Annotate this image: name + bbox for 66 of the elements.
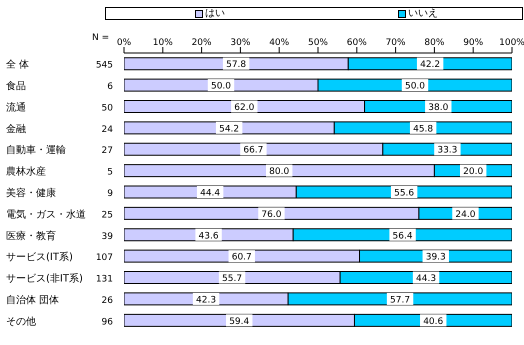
- data-label: 33.3: [437, 146, 458, 156]
- legend-label: はい: [205, 8, 225, 18]
- data-label: 59.4: [229, 316, 250, 327]
- text: N =: [92, 33, 110, 43]
- x-tick-label: 10%: [152, 38, 174, 48]
- data-label: 56.4: [392, 231, 413, 242]
- x-tick-label: 60%: [346, 38, 368, 48]
- text: 5: [107, 168, 113, 178]
- data-label: 44.3: [416, 274, 436, 284]
- text: 107: [96, 253, 113, 264]
- x-tick-label: 100%: [499, 38, 524, 48]
- data-label: 55.6: [394, 188, 414, 199]
- text: 25: [102, 210, 113, 220]
- y-tick-label: 金融: [6, 122, 26, 135]
- x-tick-label: 20%: [192, 38, 212, 48]
- data-label: 76.0: [261, 210, 282, 220]
- text: 26: [102, 296, 114, 306]
- text: 50: [102, 103, 114, 114]
- data-label: 60.7: [232, 252, 252, 263]
- y-tick-label: 自動車・運輸: [6, 144, 66, 156]
- legend-label: いいえ: [408, 8, 438, 18]
- data-label: 38.0: [428, 102, 449, 113]
- y-tick-label: 美容・健康: [6, 187, 56, 199]
- data-label: 44.4: [200, 188, 220, 199]
- text: 24: [102, 124, 114, 135]
- x-tick-label: 0%: [116, 38, 132, 48]
- y-tick-label: サービス(IT系): [6, 251, 73, 264]
- text: 545: [96, 60, 113, 71]
- data-label: 42.2: [420, 60, 440, 70]
- text: 9: [107, 189, 114, 199]
- text: 96: [102, 317, 114, 328]
- x-tick-label: 50%: [308, 38, 328, 48]
- data-label: 39.3: [426, 252, 446, 263]
- x-tick-label: 80%: [424, 38, 445, 48]
- y-tick-label: 流通: [6, 101, 26, 114]
- y-tick-label: 自治体 団体: [6, 294, 60, 306]
- text: 39: [102, 232, 114, 242]
- data-label: 57.8: [226, 60, 246, 70]
- y-tick-label: その他: [6, 315, 36, 328]
- data-label: 54.2: [219, 124, 240, 134]
- text: 6: [107, 82, 114, 92]
- text: 27: [102, 146, 113, 156]
- data-label: 42.3: [196, 295, 216, 306]
- data-label: 50.0: [404, 82, 426, 92]
- data-label: 55.7: [222, 274, 242, 284]
- y-tick-label: 医療・教育: [6, 230, 56, 242]
- x-tick-label: 30%: [230, 38, 251, 48]
- data-label: 45.8: [413, 124, 434, 134]
- y-tick-label: 全 体: [6, 58, 30, 71]
- data-label: 66.7: [243, 146, 264, 156]
- y-tick-label: サービス(非IT系): [6, 272, 83, 285]
- data-label: 57.7: [390, 295, 410, 306]
- data-label: 20.0: [463, 167, 484, 178]
- y-tick-label: 農林水産: [6, 166, 46, 178]
- x-tick-label: 70%: [386, 38, 406, 48]
- data-label: 40.6: [423, 316, 444, 327]
- x-tick-label: 40%: [269, 38, 290, 48]
- x-tick-label: 90%: [463, 38, 484, 48]
- y-tick-label: 食品: [6, 80, 26, 92]
- y-tick-label: 電気・ガス・水道: [6, 208, 86, 220]
- data-label: 62.0: [234, 102, 255, 113]
- data-label: 24.0: [455, 210, 476, 220]
- data-label: 80.0: [269, 167, 290, 178]
- text: 131: [96, 274, 113, 285]
- data-label: 50.0: [210, 82, 232, 92]
- data-label: 43.6: [198, 231, 219, 242]
